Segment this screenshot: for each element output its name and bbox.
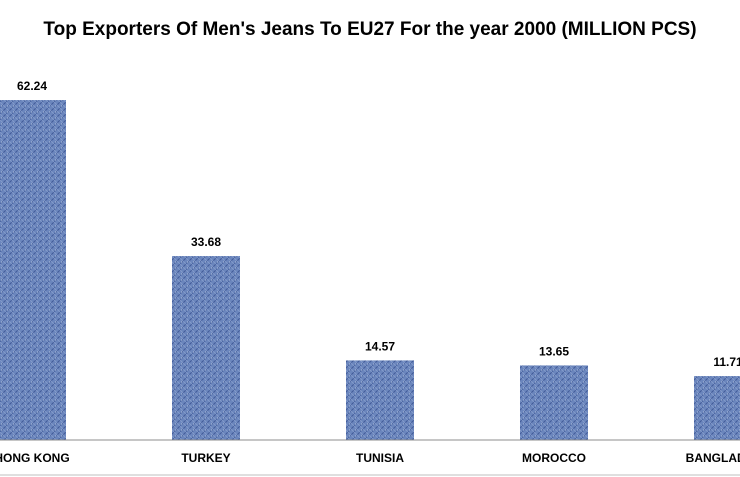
chart-title: Top Exporters Of Men's Jeans To EU27 For… — [43, 19, 696, 40]
bar-turkey — [172, 256, 240, 440]
tick-label-tunisia: TUNISIA — [356, 451, 404, 465]
tick-label-bangladesh: BANGLADESH — [686, 451, 740, 465]
tick-label-morocco: MOROCCO — [522, 451, 586, 465]
tick-label-turkey: TURKEY — [181, 451, 230, 465]
bars-group — [0, 100, 740, 440]
bar-morocco — [520, 365, 588, 440]
value-label-turkey: 33.68 — [191, 235, 221, 249]
value-label-morocco: 13.65 — [539, 344, 569, 358]
tick-label-hong-kong: HONG KONG — [0, 451, 70, 465]
value-label-tunisia: 14.57 — [365, 339, 395, 353]
bar-bangladesh — [694, 376, 740, 440]
value-label-hong-kong: 62.24 — [17, 79, 47, 93]
value-labels-group: 62.24 33.68 14.57 13.65 11.71 — [17, 79, 740, 369]
bar-hong-kong — [0, 100, 66, 440]
x-axis-tick-labels: HONG KONG TURKEY TUNISIA MOROCCO BANGLADESH — [0, 451, 740, 465]
value-label-bangladesh: 11.71 — [713, 355, 740, 369]
bar-tunisia — [346, 360, 414, 440]
